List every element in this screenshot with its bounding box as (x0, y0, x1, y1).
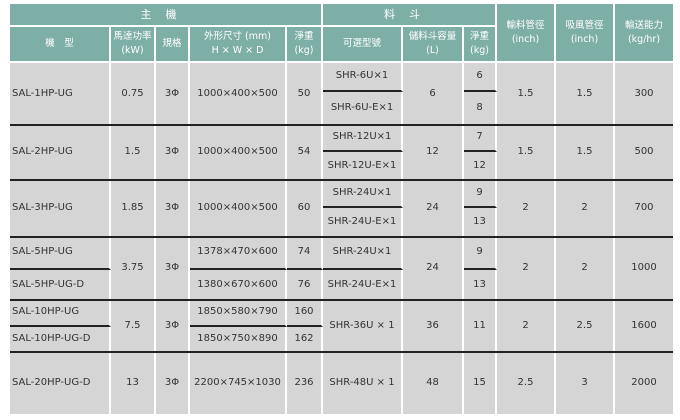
cell-hopper-model: SHR-12U-E×1 (323, 152, 403, 180)
cell-spec: 3Φ (156, 125, 190, 180)
cell-spec: 3Φ (156, 63, 190, 125)
cell-capacity: 36 (403, 300, 464, 352)
cell-dims: 1378×470×600 (190, 237, 287, 270)
cell-model: SAL-10HP-UG-D (10, 327, 111, 352)
cell-dims: 1000×400×500 (190, 180, 287, 237)
cell-convey-pipe: 2 (497, 237, 556, 300)
cell-throughput: 1600 (615, 300, 673, 352)
cell-capacity: 24 (403, 180, 464, 237)
cell-throughput: 700 (615, 180, 673, 237)
cell-throughput: 1000 (615, 237, 673, 300)
cell-model: SAL-5HP-UG-D (10, 270, 111, 300)
cell-convey-pipe: 2 (497, 300, 556, 352)
cell-power: 13 (111, 352, 156, 414)
cell-hopper-model: SHR-24U×1 (323, 180, 403, 208)
cell-convey-pipe: 1.5 (497, 63, 556, 125)
cell-hopper-weight: 13 (464, 208, 497, 237)
cell-model: SAL-1HP-UG (10, 63, 111, 125)
cell-hopper-weight: 6 (464, 63, 497, 92)
row-divider (10, 236, 673, 238)
cell-spec: 3Φ (156, 300, 190, 352)
cell-throughput: 2000 (615, 352, 673, 414)
header-throughput: 輸送能力 (kg/hr) (615, 4, 673, 63)
cell-dims: 1380×670×600 (190, 270, 287, 300)
cell-hopper-model: SHR-24U-E×1 (323, 270, 403, 300)
row-divider (10, 179, 673, 181)
cell-suction-pipe: 1.5 (556, 125, 615, 180)
cell-power: 1.85 (111, 180, 156, 237)
cell-model: SAL-2HP-UG (10, 125, 111, 180)
cell-hopper-model: SHR-6U×1 (323, 63, 403, 92)
cell-power: 1.5 (111, 125, 156, 180)
cell-convey-pipe: 2 (497, 180, 556, 237)
header-hopper-weight: 淨重 (kg) (464, 27, 497, 63)
cell-weight: 50 (287, 63, 323, 125)
cell-suction-pipe: 3 (556, 352, 615, 414)
cell-weight: 160 (287, 300, 323, 327)
cell-hopper-weight: 11 (464, 300, 497, 352)
header-capacity: 儲料斗容量 (L) (403, 27, 464, 63)
header-spec: 規格 (156, 27, 190, 63)
cell-convey-pipe: 2.5 (497, 352, 556, 414)
cell-hopper-model: SHR-12U×1 (323, 125, 403, 152)
header-weight: 淨重 (kg) (287, 27, 323, 63)
cell-suction-pipe: 1.5 (556, 63, 615, 125)
header-power: 馬達功率 (kW) (111, 27, 156, 63)
header-model: 機 型 (10, 27, 111, 63)
header-suction-pipe: 吸風管徑 (inch) (556, 4, 615, 63)
cell-hopper-weight: 7 (464, 125, 497, 152)
cell-dims: 1850×580×790 (190, 300, 287, 327)
cell-throughput: 300 (615, 63, 673, 125)
cell-hopper-weight: 13 (464, 270, 497, 300)
cell-hopper-weight: 9 (464, 180, 497, 208)
header-dims: 外形尺寸 (mm) H × W × D (190, 27, 287, 63)
cell-hopper-model: SHR-48U × 1 (323, 352, 403, 414)
cell-hopper-weight: 12 (464, 152, 497, 180)
cell-model: SAL-3HP-UG (10, 180, 111, 237)
cell-hopper-model: SHR-24U×1 (323, 237, 403, 270)
row-divider (10, 351, 673, 353)
cell-hopper-weight: 15 (464, 352, 497, 414)
cell-weight: 162 (287, 327, 323, 352)
spec-table: 主機 料斗機 型馬達功率 (kW) 規格 外形尺寸 (mm) H × W × D 淨重 … (10, 4, 673, 414)
cell-power: 3.75 (111, 237, 156, 300)
cell-model: SAL-10HP-UG (10, 300, 111, 327)
cell-dims: 1850×750×890 (190, 327, 287, 352)
cell-capacity: 6 (403, 63, 464, 125)
cell-suction-pipe: 2.5 (556, 300, 615, 352)
header-hopper-model: 可選型號 (323, 27, 403, 63)
cell-weight: 54 (287, 125, 323, 180)
cell-suction-pipe: 2 (556, 237, 615, 300)
row-divider (10, 299, 673, 301)
cell-throughput: 500 (615, 125, 673, 180)
cell-suction-pipe: 2 (556, 180, 615, 237)
row-divider (10, 124, 673, 126)
cell-weight: 74 (287, 237, 323, 270)
cell-capacity: 12 (403, 125, 464, 180)
cell-spec: 3Φ (156, 237, 190, 300)
cell-spec: 3Φ (156, 352, 190, 414)
header-convey-pipe: 輸料管徑 (inch) (497, 4, 556, 63)
cell-hopper-model: SHR-36U × 1 (323, 300, 403, 352)
cell-model: SAL-5HP-UG (10, 237, 111, 270)
header-hopper: 料斗 (323, 4, 497, 27)
header-main-unit: 主機 (10, 4, 323, 27)
cell-dims: 1000×400×500 (190, 125, 287, 180)
cell-spec: 3Φ (156, 180, 190, 237)
cell-weight: 60 (287, 180, 323, 237)
cell-dims: 1000×400×500 (190, 63, 287, 125)
cell-hopper-weight: 8 (464, 92, 497, 125)
cell-model: SAL-20HP-UG-D (10, 352, 111, 414)
cell-dims: 2200×745×1030 (190, 352, 287, 414)
cell-convey-pipe: 1.5 (497, 125, 556, 180)
cell-hopper-weight: 9 (464, 237, 497, 270)
cell-weight: 236 (287, 352, 323, 414)
cell-capacity: 48 (403, 352, 464, 414)
cell-hopper-model: SHR-24U-E×1 (323, 208, 403, 237)
cell-power: 0.75 (111, 63, 156, 125)
cell-power: 7.5 (111, 300, 156, 352)
cell-capacity: 24 (403, 237, 464, 300)
cell-hopper-model: SHR-6U-E×1 (323, 92, 403, 125)
cell-weight: 76 (287, 270, 323, 300)
